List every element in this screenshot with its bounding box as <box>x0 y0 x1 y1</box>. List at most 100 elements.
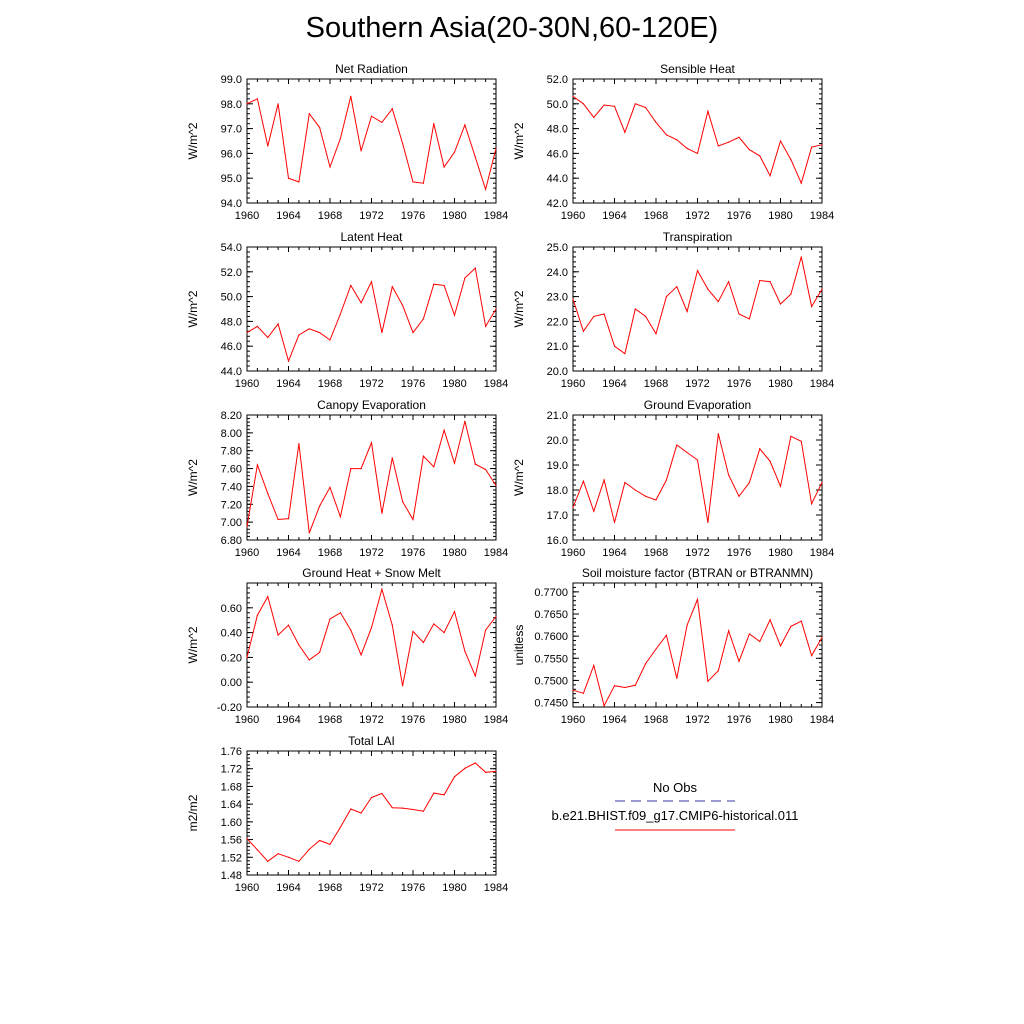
data-point <box>738 495 740 497</box>
data-point <box>370 281 373 283</box>
data-point <box>821 636 823 639</box>
data-point <box>360 467 362 470</box>
x-tick-label: 1960 <box>235 714 259 726</box>
data-point <box>402 685 404 687</box>
y-tick-label: 94.0 <box>221 198 242 210</box>
data-point <box>769 281 771 283</box>
chart-panel-4: Transpiration W/m^2 1960 1964 1968 1972 1976 19… <box>512 230 834 390</box>
data-point <box>655 648 657 650</box>
y-tick-label: 7.20 <box>221 499 242 511</box>
x-tick-label: 1972 <box>685 714 709 726</box>
data-point <box>696 152 699 154</box>
data-point <box>485 468 487 471</box>
data-point <box>800 182 802 184</box>
y-tick-label: 0.7600 <box>534 631 568 643</box>
data-point <box>821 481 823 484</box>
data-point <box>572 298 574 300</box>
chart-panel-2: Sensible Heat W/m^2 1960 1964 1968 1972 1976 19… <box>512 62 834 222</box>
data-point <box>339 313 341 315</box>
chart-panel-6: Ground Evaporation W/m^2 1960 1964 1968 1972 1… <box>512 398 834 559</box>
data-point <box>696 598 699 600</box>
data-point <box>453 462 456 464</box>
data-point <box>433 792 435 794</box>
data-point <box>370 115 373 117</box>
data-point <box>339 516 341 518</box>
plot-frame <box>572 414 823 541</box>
data-point <box>298 442 300 445</box>
data-point <box>603 313 605 315</box>
data-point <box>381 792 383 795</box>
series-line <box>246 421 497 534</box>
x-tick-label: 1976 <box>401 378 425 390</box>
series-line <box>246 762 497 862</box>
data-point <box>277 518 279 521</box>
data-point <box>287 856 290 858</box>
y-tick-label: 1.68 <box>221 781 242 793</box>
data-point <box>655 499 657 501</box>
y-tick-label: 6.80 <box>221 535 242 547</box>
data-point <box>485 771 487 773</box>
x-tick-label: 1976 <box>401 547 425 559</box>
data-point <box>433 623 435 625</box>
y-tick-label: 54.0 <box>221 242 242 254</box>
y-axis-label: W/m^2 <box>512 459 526 496</box>
data-point <box>402 501 404 503</box>
data-point <box>572 95 574 97</box>
data-point <box>811 503 813 505</box>
y-tick-label: 1.48 <box>221 870 242 882</box>
panel-title: Sensible Heat <box>660 62 735 76</box>
data-point <box>453 151 456 153</box>
data-point <box>464 650 466 652</box>
chart-panel-3: Latent Heat W/m^2 1960 1964 1968 1972 1976 1980… <box>186 230 508 390</box>
data-point <box>603 104 605 106</box>
x-tick-label: 1964 <box>602 378 626 390</box>
data-point <box>350 284 352 287</box>
data-point <box>696 459 699 461</box>
data-point <box>686 624 688 626</box>
x-tick-label: 1984 <box>484 547 508 559</box>
data-point <box>624 686 626 689</box>
data-point <box>319 126 321 128</box>
y-axis-label: W/m^2 <box>186 626 200 663</box>
x-tick-label: 1972 <box>359 882 383 894</box>
y-tick-label: 0.7700 <box>534 587 568 599</box>
data-point <box>603 479 605 481</box>
x-tick-label: 1968 <box>318 547 342 559</box>
x-tick-label: 1960 <box>561 714 585 726</box>
y-tick-label: 21.0 <box>547 341 568 353</box>
data-point <box>329 166 331 168</box>
series-line <box>572 597 823 708</box>
data-point <box>759 279 761 282</box>
x-tick-label: 1960 <box>235 882 259 894</box>
data-point <box>686 451 688 454</box>
x-tick-label: 1984 <box>810 547 834 559</box>
data-point <box>381 588 383 590</box>
data-point <box>686 147 688 150</box>
data-point <box>821 144 823 146</box>
x-tick-label: 1984 <box>484 210 508 222</box>
y-tick-label: 0.7500 <box>534 675 568 687</box>
data-point <box>412 808 414 811</box>
data-point <box>464 124 466 126</box>
series-line <box>246 96 497 192</box>
x-tick-label: 1984 <box>484 882 508 894</box>
data-point <box>287 517 290 520</box>
panel-title: Ground Evaporation <box>644 398 751 412</box>
x-tick-label: 1960 <box>561 210 585 222</box>
data-point <box>603 705 605 707</box>
y-tick-label: 48.0 <box>221 316 242 328</box>
data-point <box>267 860 269 862</box>
data-point <box>645 315 647 318</box>
plot-frame <box>246 582 497 708</box>
data-point <box>655 121 657 123</box>
data-point <box>686 310 688 313</box>
data-point <box>391 286 393 288</box>
data-point <box>582 330 584 332</box>
data-point <box>287 360 290 362</box>
data-point <box>308 328 310 330</box>
data-point <box>267 492 269 495</box>
y-tick-label: 16.0 <box>547 535 568 547</box>
x-tick-label: 1984 <box>484 378 508 390</box>
data-point <box>676 139 678 141</box>
panel-title: Canopy Evaporation <box>317 398 426 412</box>
